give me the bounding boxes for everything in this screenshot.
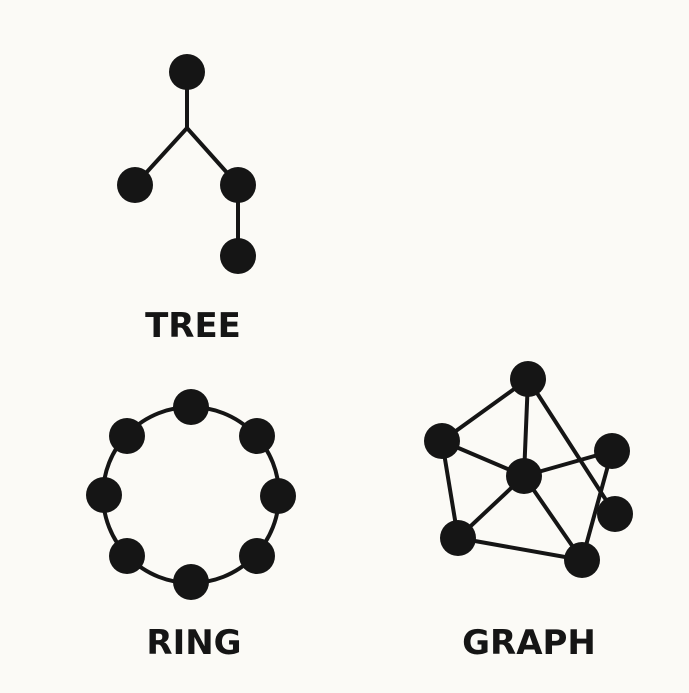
tree-node-root — [169, 54, 205, 90]
ring-node-6 — [109, 538, 145, 574]
ring-node-1 — [173, 389, 209, 425]
tree-label: TREE — [145, 306, 241, 346]
graph-edge-right-bottom-right — [580, 449, 614, 562]
graph-node-top — [510, 361, 546, 397]
graph-diagram: GRAPH — [424, 361, 633, 663]
graph-node-right — [594, 433, 630, 469]
graph-label: GRAPH — [462, 623, 596, 663]
ring-label: RING — [146, 623, 241, 663]
tree-node-right — [220, 167, 256, 203]
graph-edge-bottom-left-bottom-right — [456, 536, 584, 562]
ring-node-7 — [86, 477, 122, 513]
ring-node-2 — [239, 418, 275, 454]
tree-node-leaf — [220, 238, 256, 274]
graph-node-left — [424, 423, 460, 459]
graph-node-bottom-left — [440, 520, 476, 556]
graph-node-bottom-right — [564, 542, 600, 578]
ring-node-5 — [173, 564, 209, 600]
tree-node-left — [117, 167, 153, 203]
tree-diagram: TREE — [117, 54, 256, 346]
graph-node-lower-right — [597, 496, 633, 532]
ring-node-8 — [109, 418, 145, 454]
ring-node-4 — [239, 538, 275, 574]
ring-node-3 — [260, 478, 296, 514]
graph-node-center — [506, 458, 542, 494]
ring-diagram: RING — [86, 389, 296, 663]
